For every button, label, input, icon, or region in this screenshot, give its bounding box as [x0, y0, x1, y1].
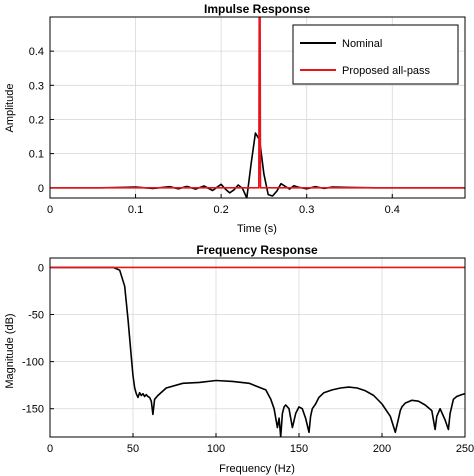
y-tick-label: 0 — [38, 183, 44, 195]
x-tick-label: 0.3 — [299, 204, 314, 216]
y-axis-label: Amplitude — [4, 84, 16, 133]
series-line-proposed-all-pass — [50, 17, 465, 189]
series-line-nominal — [50, 132, 465, 198]
chart-title: Frequency Response — [196, 243, 318, 257]
x-tick-label: 0.4 — [385, 204, 400, 216]
frequency-plot-background — [50, 258, 465, 437]
y-tick-label: -50 — [28, 310, 44, 322]
x-tick-label: 0 — [47, 443, 53, 455]
series-line-nominal — [50, 266, 465, 437]
y-tick-label: 0.4 — [29, 46, 44, 58]
y-tick-label: -150 — [22, 404, 44, 416]
x-tick-label: 250 — [456, 443, 474, 455]
x-axis-label: Time (s) — [237, 223, 277, 235]
x-tick-label: 0.1 — [128, 204, 143, 216]
y-tick-label: -100 — [22, 357, 44, 369]
chart-title: Impulse Response — [204, 2, 310, 16]
x-tick-label: 150 — [290, 443, 308, 455]
y-tick-label: 0.2 — [29, 114, 44, 126]
legend-label-nominal: Nominal — [342, 38, 382, 50]
x-tick-label: 50 — [127, 443, 139, 455]
legend-box — [292, 24, 459, 85]
y-tick-label: 0 — [38, 262, 44, 274]
legend: Nominal Proposed all-pass — [292, 24, 459, 85]
y-tick-label: 0.3 — [29, 80, 44, 92]
y-tick-label: 0.1 — [29, 149, 44, 161]
x-tick-label: 200 — [373, 443, 391, 455]
frequency-response-chart: Frequency Response Frequency (Hz) Magnit… — [4, 243, 474, 475]
x-tick-label: 0.2 — [213, 204, 228, 216]
impulse-axes-frame — [49, 16, 466, 199]
x-tick-label: 100 — [207, 443, 225, 455]
impulse-response-chart: Impulse Response Time (s) Amplitude 0 0.1… — [4, 2, 466, 235]
y-axis-label: Magnitude (dB) — [4, 313, 16, 388]
frequency-plot-area: 0 50 100 150 200 250 0 -50 -100 -150 — [22, 257, 474, 455]
x-tick-label: 0 — [47, 204, 53, 216]
x-axis-label: Frequency (Hz) — [219, 463, 295, 475]
legend-label-proposed: Proposed all-pass — [342, 65, 431, 77]
frequency-axes-frame — [49, 257, 466, 438]
